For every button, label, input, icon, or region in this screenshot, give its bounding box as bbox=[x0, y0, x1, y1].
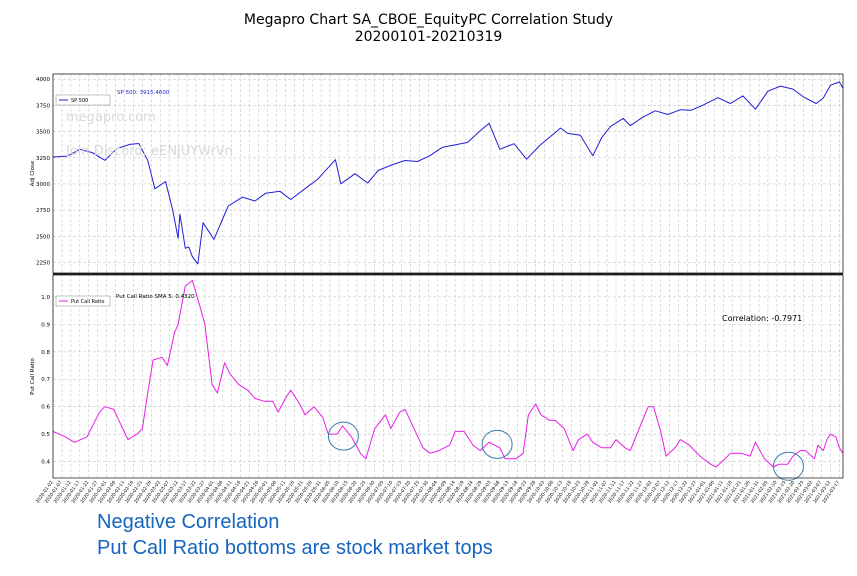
correlation-readout: Correlation: -0.7971 bbox=[722, 314, 802, 323]
y-tick-label: 0.9 bbox=[41, 322, 50, 328]
watermark-discord: Join Discord: eENjUYWrVn bbox=[65, 144, 233, 159]
caption-put-call-note: Put Call Ratio bottoms are stock market … bbox=[97, 537, 493, 559]
series-line-sp-500 bbox=[52, 81, 844, 265]
y-tick-label: 3000 bbox=[36, 182, 50, 188]
bottom-highlight-circle bbox=[327, 421, 359, 451]
y-tick-label: 3500 bbox=[36, 130, 50, 136]
watermark-site: megapro.com bbox=[66, 110, 156, 125]
value-annotation: SP 500: 3915.4600 bbox=[117, 90, 170, 96]
caption-negative-correlation: Negative Correlation bbox=[97, 511, 280, 533]
y-tick-label: 4000 bbox=[36, 77, 50, 83]
value-annotation: Put Call Ratio SMA 5: 0.4320 bbox=[116, 294, 195, 300]
y-tick-label: 3750 bbox=[36, 103, 50, 109]
series-line-put-call-ratio bbox=[52, 280, 844, 468]
y-axis-label: Put Call Ratio bbox=[30, 357, 36, 394]
correlation-chart: 2020-01-022020-01-072020-01-122020-01-17… bbox=[30, 73, 844, 505]
y-tick-label: 0.8 bbox=[41, 350, 50, 356]
y-tick-label: 0.4 bbox=[41, 460, 50, 466]
y-tick-label: 2500 bbox=[36, 234, 50, 240]
chart-title: Megapro Chart SA_CBOE_EquityPC Correlati… bbox=[243, 12, 614, 28]
bottom-highlight-circle bbox=[481, 429, 513, 459]
y-tick-label: 3250 bbox=[36, 156, 50, 162]
chart-date-range: 20200101-20210319 bbox=[354, 29, 503, 45]
legend-label: SP 500 bbox=[71, 98, 88, 104]
y-tick-label: 1.0 bbox=[41, 295, 50, 301]
putcall-panel-frame bbox=[52, 274, 844, 479]
legend-box bbox=[55, 94, 111, 106]
sp500-panel-frame bbox=[52, 73, 844, 274]
y-axis-label: Adj Close bbox=[30, 160, 36, 186]
legend-box bbox=[55, 295, 111, 307]
y-tick-label: 2750 bbox=[36, 208, 50, 214]
y-tick-label: 0.6 bbox=[41, 405, 50, 411]
legend-label: Put Call Ratio bbox=[71, 299, 104, 305]
y-tick-label: 0.7 bbox=[41, 377, 50, 383]
bottom-highlight-circle bbox=[772, 451, 804, 481]
y-tick-label: 2250 bbox=[36, 261, 50, 267]
y-tick-label: 0.5 bbox=[41, 432, 50, 438]
